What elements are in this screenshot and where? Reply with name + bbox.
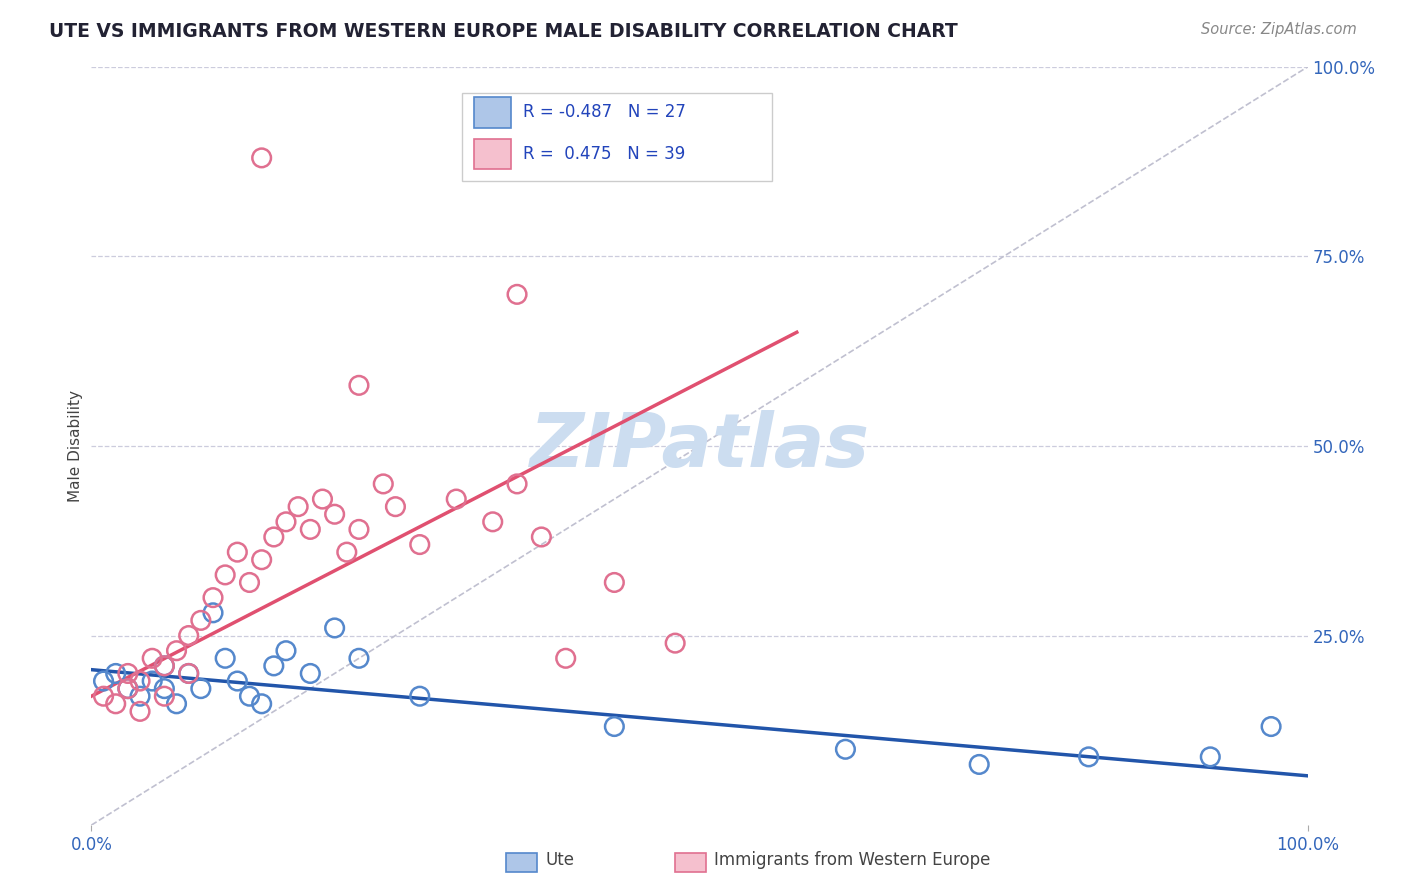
Point bbox=[93, 689, 115, 703]
Point bbox=[263, 530, 285, 544]
Point bbox=[238, 689, 260, 703]
Point bbox=[263, 658, 285, 673]
Point bbox=[141, 674, 163, 689]
Point bbox=[250, 697, 273, 711]
Point bbox=[153, 681, 176, 696]
Point bbox=[287, 500, 309, 514]
Point bbox=[238, 575, 260, 590]
Point bbox=[967, 757, 990, 772]
Text: R =  0.475   N = 39: R = 0.475 N = 39 bbox=[523, 145, 685, 163]
Point bbox=[250, 151, 273, 165]
Point bbox=[202, 591, 225, 605]
Point bbox=[409, 689, 432, 703]
Point bbox=[153, 658, 176, 673]
Text: R = -0.487   N = 27: R = -0.487 N = 27 bbox=[523, 103, 686, 121]
Point bbox=[384, 500, 406, 514]
Y-axis label: Male Disability: Male Disability bbox=[67, 390, 83, 502]
Point bbox=[603, 575, 626, 590]
Point bbox=[506, 287, 529, 301]
Point bbox=[409, 537, 432, 551]
Point bbox=[311, 492, 333, 507]
Point bbox=[554, 651, 576, 665]
Point bbox=[274, 644, 297, 658]
Point bbox=[373, 476, 395, 491]
Point bbox=[214, 651, 236, 665]
Point bbox=[177, 666, 200, 681]
Point bbox=[506, 476, 529, 491]
Point bbox=[323, 621, 346, 635]
Point bbox=[117, 666, 139, 681]
Point bbox=[1077, 749, 1099, 764]
Point bbox=[117, 681, 139, 696]
Point bbox=[481, 515, 503, 529]
Point bbox=[299, 522, 322, 536]
Point bbox=[190, 681, 212, 696]
Point bbox=[603, 719, 626, 733]
Point bbox=[299, 666, 322, 681]
Point bbox=[214, 568, 236, 582]
Text: ZIPatlas: ZIPatlas bbox=[530, 409, 869, 483]
Text: Ute: Ute bbox=[546, 851, 575, 869]
Point bbox=[323, 507, 346, 521]
Point bbox=[129, 705, 152, 719]
Point bbox=[104, 666, 127, 681]
Text: UTE VS IMMIGRANTS FROM WESTERN EUROPE MALE DISABILITY CORRELATION CHART: UTE VS IMMIGRANTS FROM WESTERN EUROPE MA… bbox=[49, 22, 957, 41]
Point bbox=[166, 697, 188, 711]
Point bbox=[250, 552, 273, 567]
Point bbox=[1260, 719, 1282, 733]
Point bbox=[1199, 749, 1222, 764]
Point bbox=[93, 674, 115, 689]
Point bbox=[153, 689, 176, 703]
Point bbox=[347, 378, 370, 392]
Point bbox=[153, 658, 176, 673]
FancyBboxPatch shape bbox=[474, 139, 510, 169]
Point bbox=[347, 522, 370, 536]
Point bbox=[347, 651, 370, 665]
Text: Immigrants from Western Europe: Immigrants from Western Europe bbox=[714, 851, 991, 869]
Text: Source: ZipAtlas.com: Source: ZipAtlas.com bbox=[1201, 22, 1357, 37]
Point bbox=[530, 530, 553, 544]
Point bbox=[117, 681, 139, 696]
Point bbox=[202, 606, 225, 620]
Point bbox=[336, 545, 359, 559]
Point bbox=[166, 644, 188, 658]
Point bbox=[664, 636, 686, 650]
Point bbox=[141, 651, 163, 665]
Point bbox=[177, 666, 200, 681]
Point bbox=[190, 614, 212, 628]
Point bbox=[104, 697, 127, 711]
Point bbox=[274, 515, 297, 529]
Point bbox=[177, 628, 200, 642]
Point bbox=[444, 492, 467, 507]
Point bbox=[129, 689, 152, 703]
Point bbox=[129, 674, 152, 689]
Point bbox=[834, 742, 856, 756]
FancyBboxPatch shape bbox=[474, 97, 510, 128]
Point bbox=[226, 674, 249, 689]
Point bbox=[226, 545, 249, 559]
FancyBboxPatch shape bbox=[463, 94, 772, 180]
